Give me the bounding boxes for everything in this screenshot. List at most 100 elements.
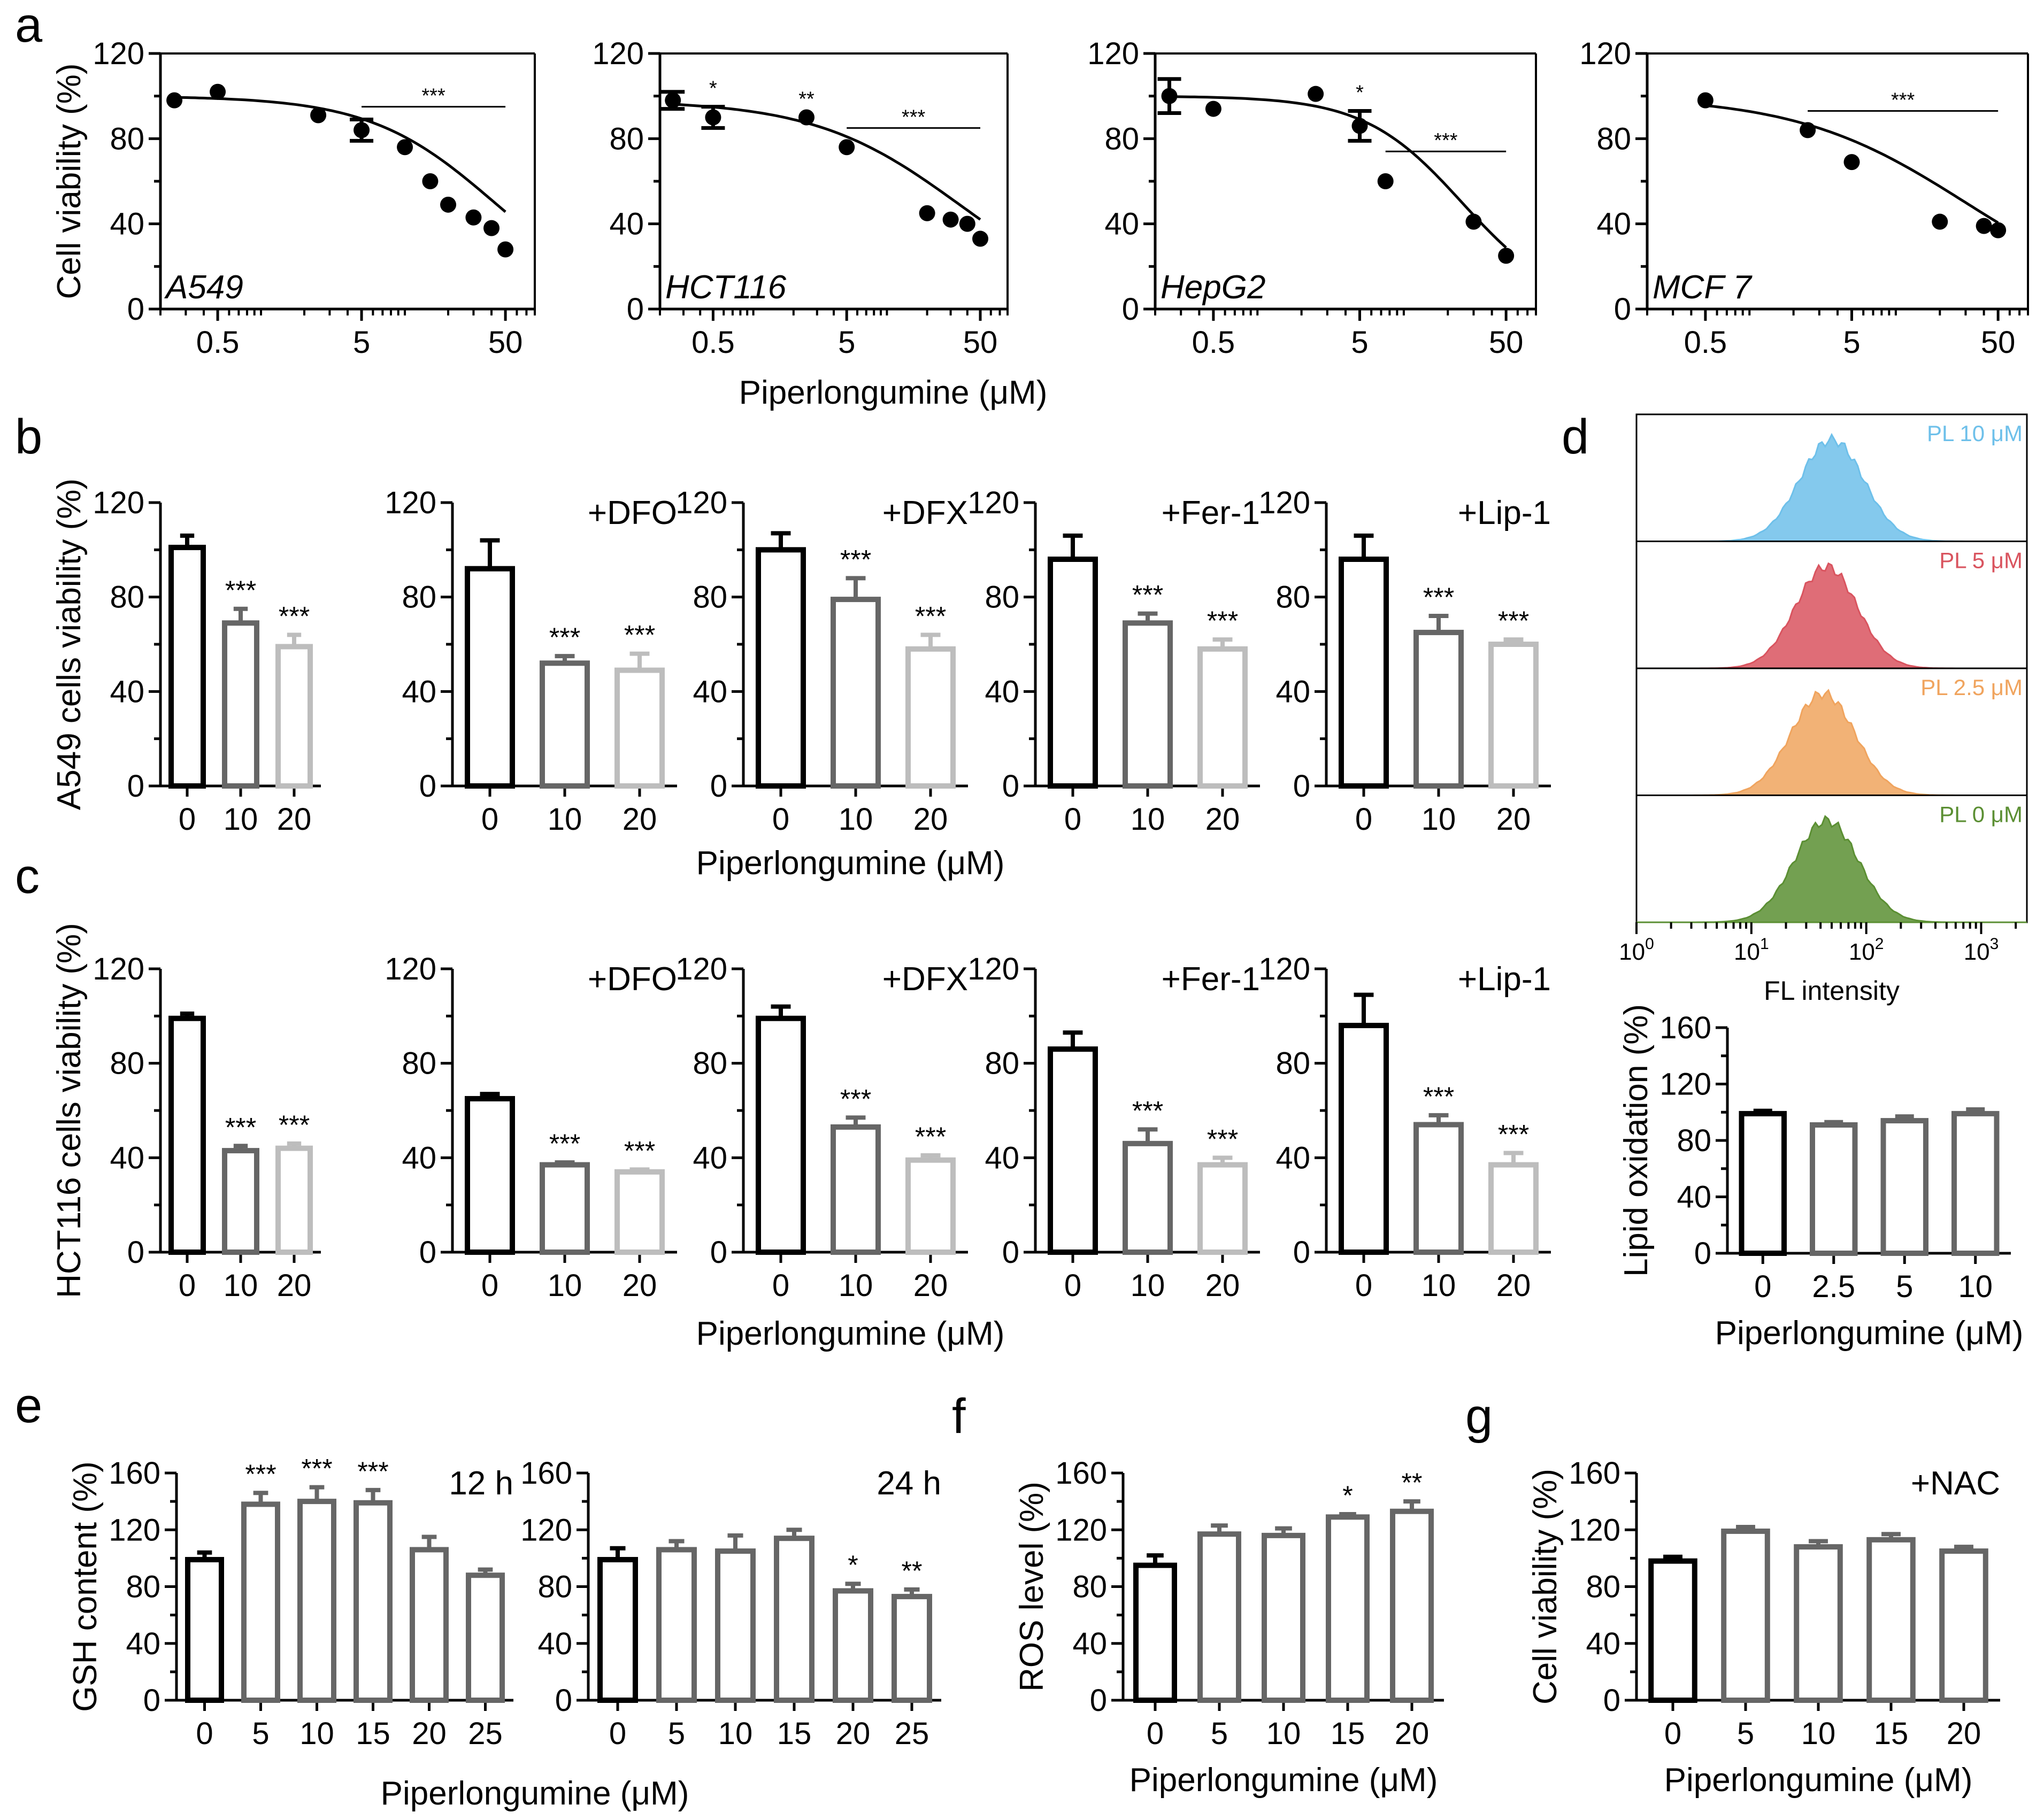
d2-bar-10 bbox=[1951, 1110, 2000, 1256]
b4-sig-10: *** bbox=[1132, 580, 1163, 610]
chart-a4: 0 40 80 120 0.5 5 50 *** MCF 7 bbox=[1579, 36, 2029, 360]
a1-cell-line-label: A549 bbox=[164, 269, 243, 306]
a4-point bbox=[1843, 154, 1860, 171]
a1-point bbox=[440, 196, 457, 213]
f1-bar-20 bbox=[1390, 1508, 1434, 1703]
b1-sig-10: *** bbox=[225, 575, 256, 605]
a4-y-tick-label: 120 bbox=[1579, 36, 1631, 71]
b2-sig-20: *** bbox=[624, 620, 655, 650]
a2-x-tick-label: 50 bbox=[963, 325, 998, 360]
b5-x-tick-label: 10 bbox=[1421, 802, 1456, 837]
c4-x-tick-label: 0 bbox=[1064, 1268, 1081, 1303]
a3-point bbox=[1377, 173, 1394, 189]
b3-x-tick-label: 20 bbox=[913, 802, 948, 837]
b4-x-tick-label: 0 bbox=[1064, 802, 1081, 837]
g1-y-tick-label: 80 bbox=[1586, 1570, 1620, 1605]
b3-y-tick-label: 40 bbox=[693, 674, 727, 709]
c5-y-axis bbox=[1315, 967, 1328, 1254]
panel-letter-c: c bbox=[15, 849, 40, 904]
c1-sig-10: *** bbox=[225, 1112, 256, 1142]
a4-point bbox=[1800, 122, 1816, 138]
a3-x-tick-label: 0.5 bbox=[1192, 325, 1235, 360]
d1-legend-3: PL 0 μM bbox=[1939, 802, 2023, 827]
b3-y-tick-label: 120 bbox=[675, 485, 727, 520]
c3-y-axis bbox=[732, 967, 745, 1254]
f1-bar-5 bbox=[1197, 1531, 1241, 1703]
b4-y-tick-label: 0 bbox=[1002, 769, 1019, 804]
row-e-xlabel: Piperlongumine (μM) bbox=[381, 1775, 689, 1812]
a1-x-tick-label: 50 bbox=[488, 325, 523, 360]
e2-bar-10 bbox=[715, 1548, 756, 1703]
f1-x-tick-label: 10 bbox=[1266, 1716, 1301, 1751]
f1-x-tick-label: 0 bbox=[1147, 1716, 1164, 1751]
a2-point bbox=[798, 109, 815, 126]
a4-y-tick-label: 80 bbox=[1596, 121, 1631, 156]
d2-bar-2.5 bbox=[1810, 1122, 1858, 1256]
g1-bar-10 bbox=[1794, 1544, 1843, 1703]
c3-bar-20 bbox=[905, 1157, 956, 1255]
a1-fit-curve bbox=[174, 96, 506, 213]
c1-x-tick-label: 0 bbox=[179, 1268, 196, 1303]
b3-x-tick-label: 0 bbox=[772, 802, 789, 837]
a2-y-tick-label: 40 bbox=[609, 207, 644, 242]
a4-x-tick-label: 5 bbox=[1843, 325, 1860, 360]
b4-y-tick-label: 120 bbox=[967, 485, 1019, 520]
b2-y-tick-label: 120 bbox=[385, 485, 436, 520]
b1-y-tick-label: 80 bbox=[110, 580, 144, 615]
a1-x-tick-label: 5 bbox=[353, 325, 370, 360]
c3-x-tick-label: 10 bbox=[839, 1268, 873, 1303]
c3-sig-20: *** bbox=[915, 1122, 946, 1152]
e2-bar-25 bbox=[892, 1594, 932, 1703]
e2-x-tick-label: 25 bbox=[895, 1716, 929, 1751]
a1-sig-bar-label: *** bbox=[421, 85, 445, 107]
a3-point bbox=[1161, 88, 1178, 104]
e2-bar-15 bbox=[774, 1536, 814, 1703]
f1-y-tick-label: 40 bbox=[1072, 1626, 1107, 1661]
c5-bar-10 bbox=[1413, 1122, 1464, 1255]
e2-y-tick-label: 40 bbox=[537, 1626, 572, 1661]
e1-y-axis bbox=[165, 1471, 178, 1702]
b1-y-axis bbox=[149, 501, 162, 788]
d2-bar-5 bbox=[1880, 1118, 1928, 1256]
c2-y-axis bbox=[441, 967, 454, 1254]
b5-bar-10 bbox=[1413, 629, 1464, 789]
b2-x-tick-label: 20 bbox=[623, 802, 657, 837]
f1-y-axis bbox=[1111, 1471, 1125, 1702]
a2-cell-line-label: HCT116 bbox=[665, 269, 787, 306]
a1-point bbox=[465, 209, 482, 226]
e1-sig-15: *** bbox=[357, 1456, 388, 1486]
d2-y-tick-label: 160 bbox=[1659, 1011, 1711, 1045]
a3-point-sig: * bbox=[1356, 82, 1364, 104]
d1-legend-0: PL 10 μM bbox=[1927, 421, 2023, 446]
e2-sig-20: * bbox=[848, 1550, 858, 1580]
b2-bar-10 bbox=[540, 660, 590, 789]
c4-x-tick-label: 20 bbox=[1205, 1268, 1240, 1303]
c3-bar-10 bbox=[831, 1124, 881, 1255]
g1-bar-0 bbox=[1648, 1558, 1697, 1703]
f1-bar-0 bbox=[1133, 1562, 1177, 1703]
a2-point bbox=[919, 205, 935, 221]
a1-point bbox=[354, 122, 370, 138]
b1-y-tick-label: 40 bbox=[110, 674, 144, 709]
e2-x-tick-label: 0 bbox=[609, 1716, 626, 1751]
a2-point bbox=[665, 92, 681, 109]
b2-y-tick-label: 40 bbox=[402, 674, 436, 709]
panel-letter-g: g bbox=[1465, 1389, 1493, 1444]
c2-x-tick-label: 10 bbox=[548, 1268, 582, 1303]
b3-y-tick-label: 0 bbox=[710, 769, 727, 804]
chart-d1: PL 10 μM PL 5 μM PL 2.5 μM PL 0 μM 100 101 102… bbox=[1619, 413, 2028, 1006]
a3-fit-curve bbox=[1169, 95, 1507, 249]
chart-c4: 0 40 80 120 0 10 *** 20 *** +Fer-1 bbox=[967, 952, 1260, 1303]
b1-sig-20: *** bbox=[279, 601, 310, 631]
b4-y-tick-label: 40 bbox=[985, 674, 1019, 709]
c4-title: +Fer-1 bbox=[1162, 961, 1260, 998]
c5-y-tick-label: 40 bbox=[1275, 1140, 1310, 1175]
f1-sig-15: * bbox=[1342, 1480, 1353, 1510]
e2-bar-20 bbox=[833, 1588, 873, 1703]
e1-sig-10: *** bbox=[301, 1454, 332, 1484]
panel-letter-f: f bbox=[952, 1389, 966, 1444]
b3-title: +DFX bbox=[882, 495, 968, 531]
e1-x-tick-label: 5 bbox=[252, 1716, 269, 1751]
c4-y-tick-label: 40 bbox=[985, 1140, 1019, 1175]
c2-y-tick-label: 120 bbox=[385, 952, 436, 986]
